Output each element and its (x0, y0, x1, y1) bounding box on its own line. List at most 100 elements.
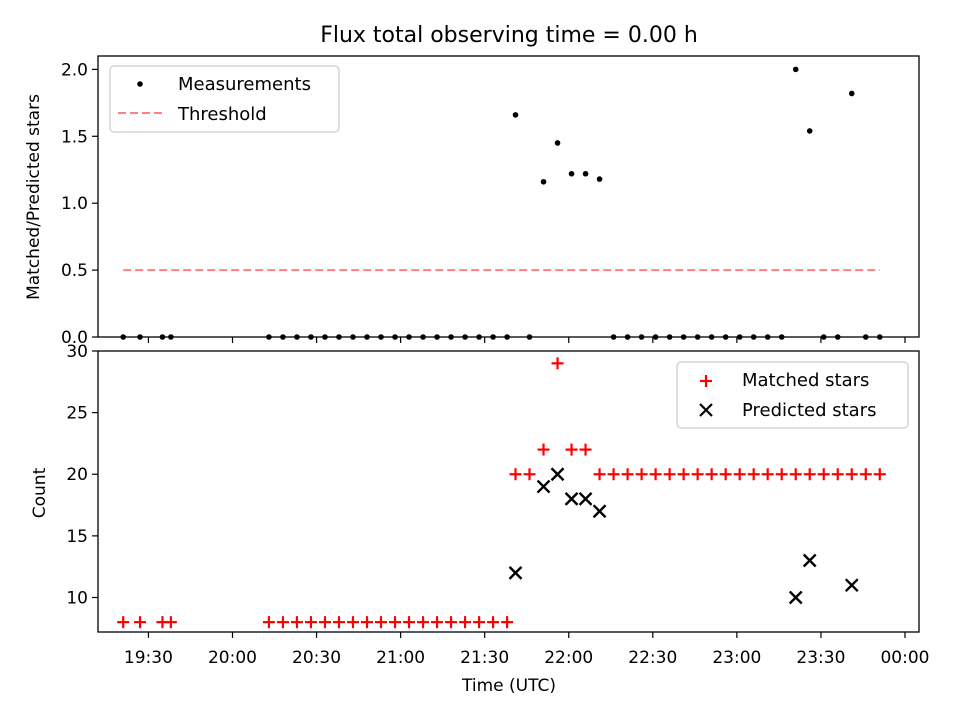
matched-stars-point (831, 468, 844, 481)
matched-stars-point (593, 468, 606, 481)
predicted-stars-point (508, 565, 523, 580)
top-axes-frame (97, 55, 920, 338)
legend-measurements-label: Measurements (178, 74, 311, 95)
bottom-y-axis-label: Count (30, 467, 50, 518)
x-tick-label: 20:30 (292, 648, 341, 668)
legend-predicted-label: Predicted stars (742, 400, 876, 421)
matched-stars-point (389, 616, 402, 629)
top-plot-area: 0.0 0.5 1.0 1.5 2.0 (61, 55, 920, 348)
measurement-point (512, 112, 519, 118)
measurement-point (540, 178, 547, 185)
bottom-y-tick-label: 25 (66, 404, 88, 424)
matched-stars-point (501, 616, 514, 629)
matched-stars-point (733, 468, 746, 481)
measurement-point (848, 90, 855, 97)
legend-threshold-label: Threshold (177, 104, 267, 125)
matched-stars-point (677, 468, 690, 481)
legend-matched-label: Matched stars (742, 370, 869, 391)
matched-stars-point (417, 616, 430, 629)
matched-stars-point (276, 616, 289, 629)
bottom-legend: Matched stars Predicted stars (676, 361, 909, 429)
bottom-axes-frame (97, 350, 920, 633)
matched-stars-point (817, 468, 830, 481)
matched-stars-point (117, 616, 130, 629)
legend-matched-marker (700, 375, 712, 387)
predicted-stars-point (536, 479, 551, 494)
legend-measurements-marker (137, 81, 143, 87)
x-tick-label: 23:00 (712, 648, 761, 668)
measurement-point (596, 176, 603, 182)
x-tick-label: 21:30 (460, 648, 509, 668)
matched-stars-point (134, 616, 147, 629)
top-panel: 0.00.51.01.52.0 Matched/Predicted stars … (24, 55, 920, 348)
matched-stars-point (565, 443, 578, 456)
matched-stars-point (262, 616, 275, 629)
bottom-panel: 19:30 20:00 20:30 21:00 21:30 22:00 22:30 23:00… (30, 342, 929, 696)
predicted-stars-point (802, 553, 817, 568)
predicted-stars-point (578, 492, 593, 506)
matched-stars-point (621, 468, 634, 481)
matched-stars-point (375, 616, 388, 629)
top-y-tick-label: 2.0 (61, 60, 88, 80)
bottom-plot-area: 19:30 20:00 20:30 21:00 21:30 22:00 22:30 23:00… (66, 342, 929, 668)
bottom-legend-box (676, 361, 909, 429)
measurement-point (554, 140, 561, 146)
bottom-y-tick-label: 10 (66, 588, 88, 608)
predicted-stars-point (592, 504, 607, 519)
matched-stars-point (523, 468, 536, 481)
matched-stars-point (332, 616, 345, 629)
x-tick-label: 00:00 (880, 648, 929, 668)
top-y-tick-label: 0.5 (61, 261, 88, 281)
matched-stars-point (551, 357, 564, 370)
matched-stars-point (403, 616, 416, 629)
predicted-stars-point (844, 578, 859, 593)
matched-stars-point (509, 468, 522, 481)
measurement-point (582, 170, 589, 177)
matched-stars-point (635, 468, 648, 481)
predicted-stars-point (564, 492, 579, 506)
top-legend-box (109, 65, 340, 133)
matched-stars-point (318, 616, 331, 629)
bottom-y-tick-label: 15 (66, 527, 88, 547)
matched-stars-point (579, 443, 592, 456)
matched-stars-point (607, 468, 620, 481)
matched-stars-point (719, 468, 732, 481)
matched-stars-point (747, 468, 760, 481)
matched-stars-point (873, 468, 886, 481)
matched-stars-point (691, 468, 704, 481)
matched-stars-point (304, 616, 317, 629)
top-y-tick-label: 0.0 (61, 328, 88, 348)
matched-stars-point (459, 616, 472, 629)
measurement-point (806, 128, 813, 134)
legend-predicted-marker (699, 403, 713, 417)
matched-stars-point (445, 616, 458, 629)
matched-stars-point (775, 468, 788, 481)
bottom-y-tick-label: 20 (66, 465, 88, 485)
matched-stars-point (473, 616, 486, 629)
measurement-point (568, 170, 575, 177)
matched-stars-point (487, 616, 500, 629)
matched-stars-point (663, 468, 676, 481)
matched-stars-point (789, 468, 802, 481)
matched-stars-point (164, 616, 177, 629)
x-tick-label: 21:00 (376, 648, 425, 668)
x-tick-label: 23:30 (796, 648, 845, 668)
x-axis-label: Time (UTC) (461, 676, 556, 696)
measurement-point (792, 66, 799, 73)
matched-stars-point (360, 616, 373, 629)
matched-stars-point (761, 468, 774, 481)
figure-title: Flux total observing time = 0.00 h (320, 23, 698, 48)
predicted-stars-point (788, 590, 803, 605)
matched-stars-point (346, 616, 359, 629)
bottom-y-tick-label: 30 (66, 342, 88, 362)
top-y-tick-label: 1.0 (61, 194, 88, 214)
top-legend: Measurements Threshold (109, 65, 340, 133)
matched-stars-point (537, 443, 550, 456)
x-tick-label: 22:30 (628, 648, 677, 668)
predicted-stars-point (550, 467, 565, 482)
matched-stars-point (649, 468, 662, 481)
matched-stars-point (859, 468, 872, 481)
x-tick-label: 19:30 (124, 648, 173, 668)
matched-stars-point (845, 468, 858, 481)
